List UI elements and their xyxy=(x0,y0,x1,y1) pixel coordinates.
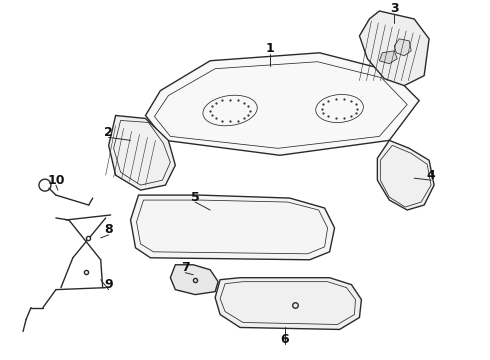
Text: 6: 6 xyxy=(280,333,289,346)
Text: 7: 7 xyxy=(181,261,190,274)
Polygon shape xyxy=(130,195,335,260)
Text: 2: 2 xyxy=(104,126,113,139)
Polygon shape xyxy=(360,11,429,86)
Polygon shape xyxy=(379,51,397,64)
Text: 5: 5 xyxy=(191,190,199,204)
Text: 4: 4 xyxy=(427,169,436,182)
Text: 3: 3 xyxy=(390,3,398,15)
Polygon shape xyxy=(171,265,218,294)
Text: 10: 10 xyxy=(47,174,65,187)
Text: 8: 8 xyxy=(104,224,113,237)
Polygon shape xyxy=(215,278,362,329)
Text: 9: 9 xyxy=(104,278,113,291)
Polygon shape xyxy=(109,116,175,190)
Polygon shape xyxy=(377,140,434,210)
Polygon shape xyxy=(394,39,411,56)
Polygon shape xyxy=(146,53,419,155)
Text: 1: 1 xyxy=(266,42,274,55)
